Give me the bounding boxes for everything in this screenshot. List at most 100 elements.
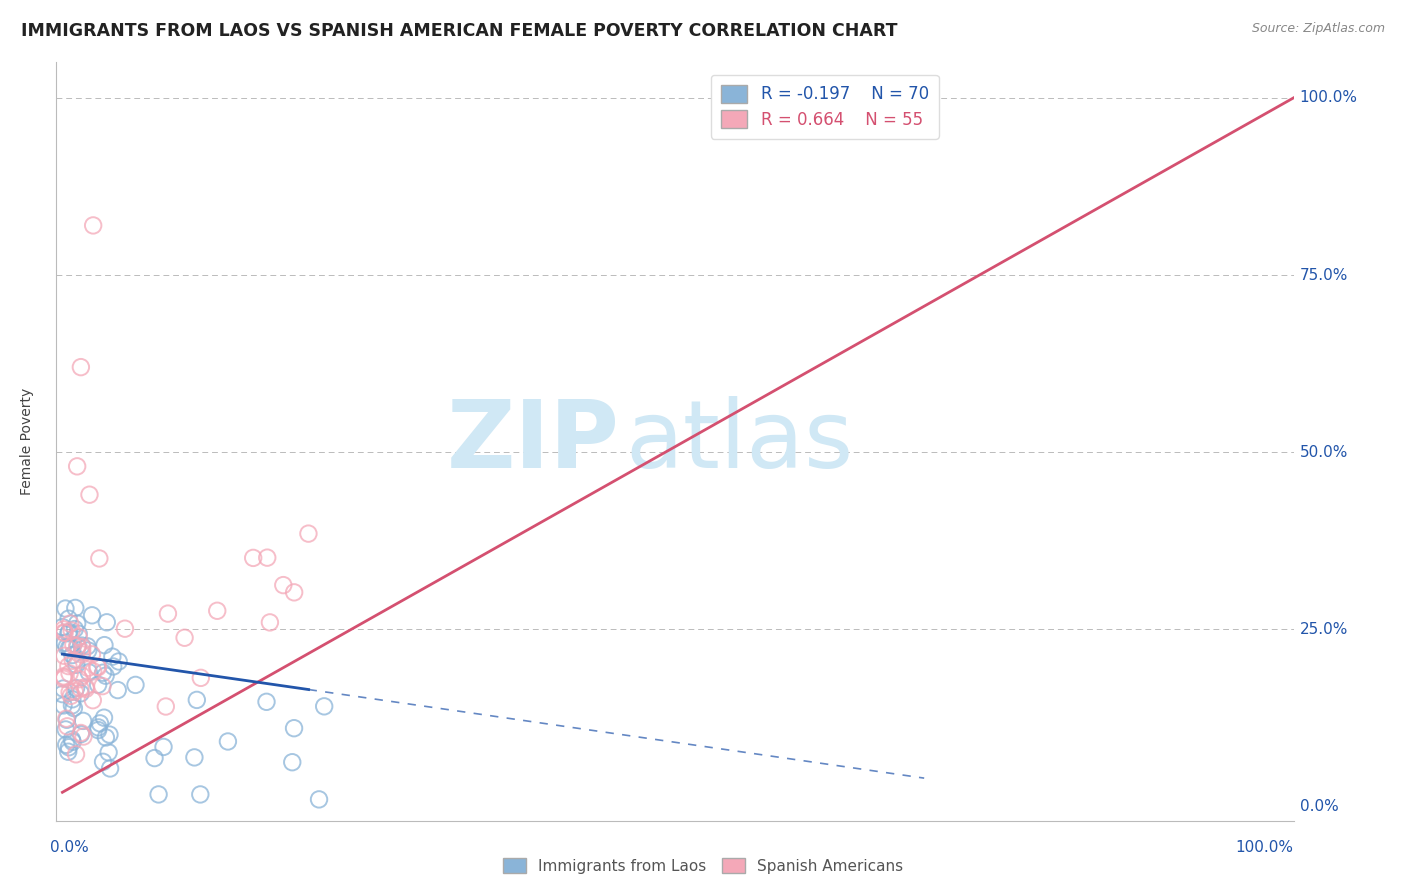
Point bbox=[67, 627, 90, 641]
Point bbox=[72, 640, 94, 654]
Point bbox=[70, 669, 93, 683]
Point bbox=[91, 755, 114, 769]
Point bbox=[79, 488, 101, 502]
Point bbox=[87, 723, 110, 737]
Point bbox=[89, 716, 111, 731]
Point bbox=[66, 639, 89, 653]
Point bbox=[70, 360, 93, 375]
Point bbox=[67, 630, 90, 644]
Point bbox=[53, 648, 76, 663]
Point bbox=[59, 685, 82, 699]
Point bbox=[80, 608, 103, 623]
Point bbox=[75, 681, 97, 696]
Point bbox=[63, 622, 86, 636]
Point bbox=[62, 638, 84, 652]
Point bbox=[107, 683, 129, 698]
Point bbox=[97, 745, 120, 759]
Point bbox=[65, 653, 87, 667]
Point bbox=[55, 723, 77, 737]
Point bbox=[55, 601, 77, 615]
Point bbox=[59, 640, 82, 655]
Point bbox=[89, 551, 111, 566]
Point bbox=[103, 659, 125, 673]
Point bbox=[77, 665, 100, 680]
Point bbox=[190, 671, 212, 685]
Point bbox=[271, 578, 294, 592]
Point bbox=[256, 695, 278, 709]
Point bbox=[52, 625, 75, 640]
Text: 50.0%: 50.0% bbox=[1299, 445, 1348, 459]
Point bbox=[259, 615, 281, 630]
Point bbox=[59, 689, 82, 703]
Point bbox=[65, 747, 87, 762]
Point bbox=[56, 719, 79, 733]
Point bbox=[155, 699, 177, 714]
Point bbox=[93, 638, 115, 652]
Text: 75.0%: 75.0% bbox=[1299, 268, 1348, 283]
Point bbox=[58, 612, 80, 626]
Point bbox=[87, 660, 110, 674]
Text: 0.0%: 0.0% bbox=[1299, 799, 1339, 814]
Point bbox=[70, 726, 93, 740]
Point bbox=[183, 750, 205, 764]
Point bbox=[98, 728, 121, 742]
Text: IMMIGRANTS FROM LAOS VS SPANISH AMERICAN FEMALE POVERTY CORRELATION CHART: IMMIGRANTS FROM LAOS VS SPANISH AMERICAN… bbox=[21, 22, 897, 40]
Point bbox=[82, 665, 104, 679]
Point bbox=[87, 721, 110, 735]
Point bbox=[62, 692, 84, 706]
Text: Female Poverty: Female Poverty bbox=[20, 388, 34, 495]
Point bbox=[51, 620, 73, 634]
Point bbox=[69, 686, 91, 700]
Point bbox=[72, 730, 94, 744]
Point bbox=[53, 636, 76, 650]
Point bbox=[60, 732, 83, 747]
Point bbox=[114, 622, 136, 636]
Point bbox=[91, 665, 114, 680]
Point bbox=[82, 219, 104, 233]
Point bbox=[283, 585, 305, 599]
Point bbox=[66, 459, 89, 474]
Point bbox=[58, 740, 80, 755]
Point bbox=[242, 550, 264, 565]
Point bbox=[188, 788, 211, 802]
Point bbox=[101, 649, 124, 664]
Point bbox=[58, 626, 80, 640]
Point bbox=[72, 645, 94, 659]
Point bbox=[53, 625, 76, 640]
Point bbox=[173, 631, 195, 645]
Text: 25.0%: 25.0% bbox=[1299, 622, 1348, 637]
Point bbox=[65, 657, 87, 672]
Point bbox=[53, 670, 76, 684]
Point bbox=[308, 792, 330, 806]
Point bbox=[52, 623, 75, 637]
Point bbox=[87, 678, 110, 692]
Point bbox=[152, 739, 174, 754]
Point bbox=[58, 624, 80, 639]
Point bbox=[217, 734, 239, 748]
Point bbox=[59, 616, 82, 631]
Point bbox=[77, 643, 100, 657]
Point bbox=[60, 648, 83, 662]
Point bbox=[297, 526, 319, 541]
Point bbox=[107, 655, 129, 669]
Point bbox=[93, 711, 115, 725]
Point bbox=[52, 698, 75, 713]
Point bbox=[77, 661, 100, 675]
Legend: R = -0.197    N = 70, R = 0.664    N = 55: R = -0.197 N = 70, R = 0.664 N = 55 bbox=[710, 75, 939, 138]
Point bbox=[60, 698, 83, 713]
Point bbox=[143, 751, 166, 765]
Point bbox=[156, 607, 179, 621]
Point bbox=[58, 641, 80, 656]
Point bbox=[60, 624, 83, 638]
Point bbox=[58, 666, 80, 681]
Text: 100.0%: 100.0% bbox=[1299, 90, 1358, 105]
Point bbox=[86, 659, 108, 673]
Point bbox=[76, 640, 98, 654]
Point bbox=[62, 654, 84, 668]
Point bbox=[186, 693, 208, 707]
Point bbox=[207, 604, 229, 618]
Point bbox=[58, 745, 80, 759]
Point bbox=[69, 681, 91, 696]
Text: atlas: atlas bbox=[626, 395, 853, 488]
Text: Source: ZipAtlas.com: Source: ZipAtlas.com bbox=[1251, 22, 1385, 36]
